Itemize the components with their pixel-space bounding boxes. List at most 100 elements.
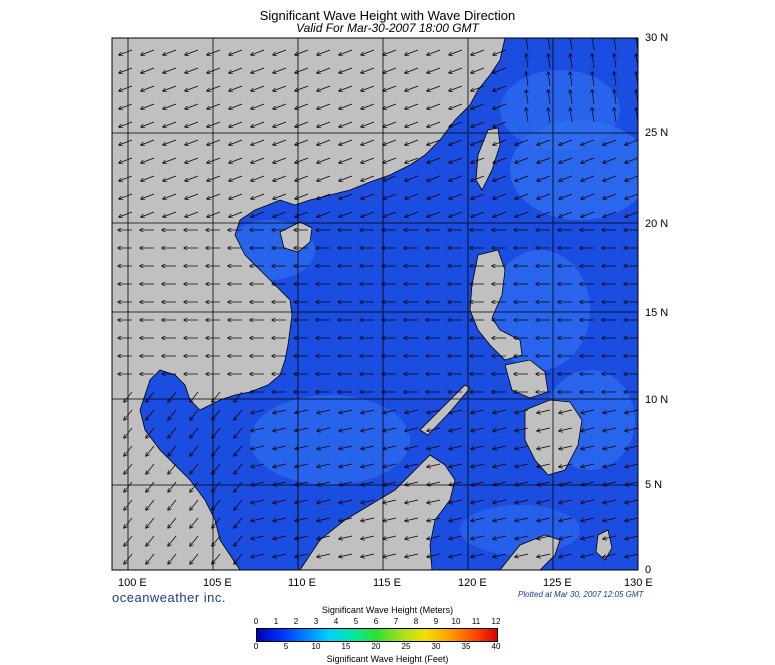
wave-arrow — [405, 103, 419, 109]
wave-arrow — [251, 193, 265, 199]
wave-arrow — [559, 409, 573, 413]
wave-arrow — [537, 517, 551, 521]
wave-arrow — [163, 175, 177, 181]
wave-arrow — [526, 54, 528, 69]
wave-arrow — [383, 121, 397, 127]
wave-arrow — [625, 481, 638, 485]
wave-arrow — [559, 445, 573, 449]
wave-arrow — [339, 85, 353, 91]
wave-arrow — [317, 553, 331, 557]
wave-arrow — [581, 427, 595, 431]
wave-arrow — [537, 211, 551, 217]
wave-arrow — [295, 67, 309, 73]
wave-arrow — [273, 409, 287, 413]
wave-arrow — [185, 175, 199, 181]
wave-arrow — [559, 193, 573, 199]
wave-arrow — [427, 121, 441, 127]
wave-arrow — [185, 103, 199, 109]
wave-arrow — [515, 499, 529, 503]
wave-arrow — [317, 193, 331, 199]
wave-arrow — [273, 175, 287, 181]
wave-arrow — [581, 499, 595, 503]
wave-arrow — [559, 517, 573, 521]
wave-arrow — [119, 67, 133, 73]
wave-arrow — [339, 67, 353, 73]
wave-arrow — [471, 121, 485, 127]
wave-arrow — [141, 193, 155, 199]
lon-label-125e: 125 E — [543, 577, 572, 589]
wave-arrow — [614, 90, 616, 105]
wave-arrow — [559, 481, 573, 485]
wave-arrow — [212, 535, 221, 546]
wave-arrow — [449, 157, 463, 163]
wave-arrow — [405, 49, 419, 55]
wave-arrow — [119, 121, 133, 127]
wave-arrow — [427, 499, 441, 503]
wave-arrow — [317, 463, 331, 467]
wave-arrow — [339, 121, 353, 127]
lon-label-115e: 115 E — [373, 577, 401, 589]
wave-arrow — [361, 157, 375, 163]
wave-arrow — [251, 49, 265, 55]
wave-arrow — [548, 72, 550, 87]
wave-arrow — [383, 49, 397, 55]
wave-arrow — [273, 193, 287, 199]
wave-arrow — [515, 445, 529, 449]
wave-arrow — [295, 409, 309, 413]
wave-arrow — [493, 409, 507, 413]
wave-arrow — [141, 139, 155, 145]
wave-arrow — [317, 409, 331, 413]
wave-arrow — [234, 409, 243, 420]
wave-arrow — [168, 517, 177, 528]
wave-arrow — [212, 463, 221, 474]
wave-arrow — [427, 139, 441, 145]
wave-arrow — [185, 157, 199, 163]
wave-arrow — [449, 103, 463, 109]
wave-arrow — [317, 481, 331, 485]
wave-arrow — [168, 391, 177, 402]
wave-arrow — [251, 85, 265, 91]
wave-arrow — [119, 49, 133, 55]
wave-arrow — [251, 409, 265, 413]
wave-arrow — [124, 517, 133, 528]
wave-arrow — [515, 157, 529, 163]
wave-arrow — [273, 427, 287, 431]
wave-arrow — [471, 427, 485, 431]
wave-arrow — [207, 211, 221, 217]
wave-arrow — [383, 427, 397, 431]
land-asia-mainland — [112, 38, 506, 570]
wave-arrow — [493, 49, 507, 55]
wave-arrow — [471, 445, 485, 449]
wave-arrow — [141, 175, 155, 181]
wave-arrow — [537, 139, 551, 145]
legend-meters-tick: 7 — [393, 617, 399, 626]
legend-feet-tick: 30 — [431, 642, 441, 651]
wave-arrow — [537, 157, 551, 163]
wave-arrow — [603, 175, 617, 181]
wave-arrow — [361, 67, 375, 73]
legend-meters-tick: 1 — [273, 617, 279, 626]
wave-arrow — [273, 85, 287, 91]
wave-arrow — [361, 139, 375, 145]
wave-arrow — [146, 463, 155, 474]
wave-arrow — [229, 121, 243, 127]
wave-arrow — [537, 175, 551, 181]
wave-arrow — [383, 499, 397, 503]
wave-arrow — [570, 54, 572, 69]
wave-arrow — [273, 499, 287, 503]
wave-arrow — [493, 157, 507, 163]
wave-arrow — [449, 535, 463, 539]
wave-arrow — [317, 121, 331, 127]
wave-arrow — [146, 499, 155, 510]
wave-arrow — [207, 139, 221, 145]
wave-arrow — [185, 121, 199, 127]
wave-arrow — [515, 535, 529, 539]
wave-arrow — [592, 108, 594, 123]
wave-arrow — [548, 90, 550, 105]
wave-arrow — [190, 535, 199, 546]
wave-arrow — [471, 103, 485, 109]
wave-arrow — [427, 49, 441, 55]
wave-arrow — [185, 49, 199, 55]
wave-arrow — [427, 535, 441, 539]
